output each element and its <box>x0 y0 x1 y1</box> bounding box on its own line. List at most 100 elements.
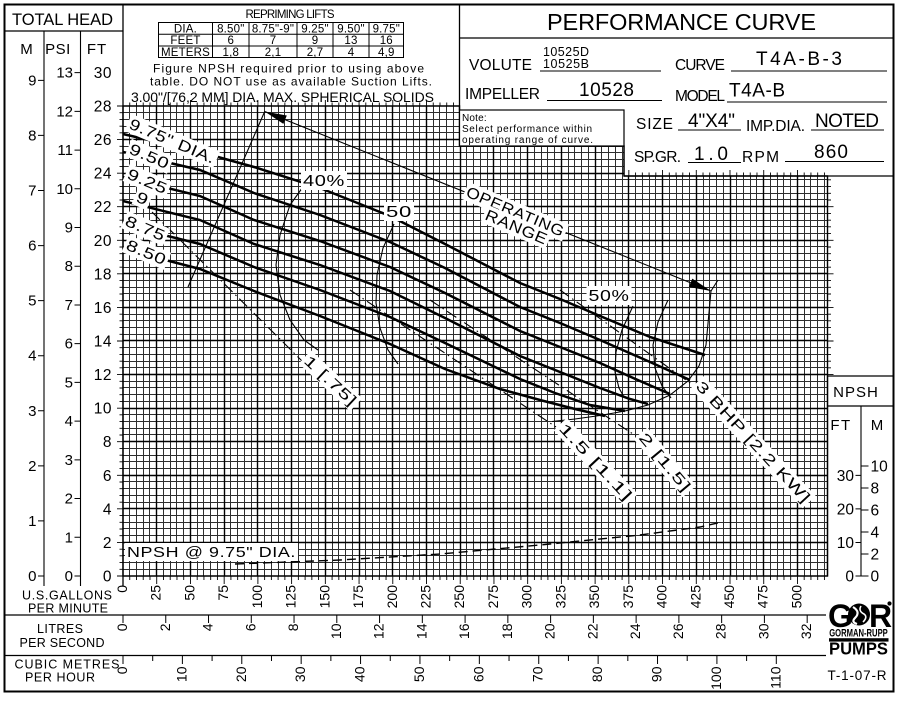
svg-text:18: 18 <box>94 266 112 283</box>
svg-text:8: 8 <box>103 434 112 451</box>
svg-text:operating range of curve.: operating range of curve. <box>462 135 593 146</box>
svg-text:4: 4 <box>348 47 355 59</box>
svg-text:40: 40 <box>352 666 368 682</box>
svg-text:MODEL: MODEL <box>675 88 725 105</box>
svg-text:METERS: METERS <box>161 47 210 59</box>
svg-text:6: 6 <box>28 238 36 255</box>
svg-text:10: 10 <box>837 535 855 552</box>
svg-text:PER HOUR: PER HOUR <box>25 671 95 685</box>
svg-text:10: 10 <box>94 401 112 418</box>
svg-text:50: 50 <box>411 666 427 682</box>
svg-text:U.S.GALLONS: U.S.GALLONS <box>22 589 112 603</box>
svg-text:RPM: RPM <box>742 149 779 166</box>
svg-text:R: R <box>869 598 892 634</box>
svg-text:VOLUTE: VOLUTE <box>469 57 532 74</box>
svg-text:NPSH: NPSH <box>833 384 879 401</box>
svg-text:500: 500 <box>789 585 805 609</box>
svg-text:GORMAN-RUPP: GORMAN-RUPP <box>829 628 888 640</box>
svg-text:125: 125 <box>283 585 299 609</box>
svg-text:16: 16 <box>380 35 393 47</box>
svg-text:425: 425 <box>687 585 703 609</box>
svg-text:1.0: 1.0 <box>694 144 728 165</box>
svg-text:1: 1 <box>65 529 73 546</box>
svg-text:NPSH @ 9.75" DIA.: NPSH @ 9.75" DIA. <box>127 544 296 561</box>
svg-text:4"X4": 4"X4" <box>688 111 735 132</box>
svg-text:2: 2 <box>65 491 73 508</box>
svg-text:10525B: 10525B <box>543 57 589 71</box>
svg-text:4: 4 <box>200 623 216 631</box>
svg-text:275: 275 <box>485 585 501 609</box>
svg-text:1,8: 1,8 <box>223 47 240 59</box>
svg-text:100: 100 <box>708 666 724 690</box>
svg-text:350: 350 <box>586 585 602 609</box>
svg-text:325: 325 <box>552 585 568 609</box>
svg-text:IMPELLER: IMPELLER <box>465 86 540 103</box>
svg-text:20: 20 <box>542 623 558 639</box>
svg-text:860: 860 <box>814 142 848 163</box>
svg-text:9.75": 9.75" <box>373 23 400 35</box>
svg-text:PER MINUTE: PER MINUTE <box>28 602 108 616</box>
svg-text:CUBIC METRES: CUBIC METRES <box>15 658 120 672</box>
svg-text:7: 7 <box>65 297 73 314</box>
svg-text:SP.GR.: SP.GR. <box>634 149 681 166</box>
svg-text:375: 375 <box>620 585 636 609</box>
svg-text:8.50": 8.50" <box>217 23 244 35</box>
svg-text:11: 11 <box>57 142 73 159</box>
svg-text:CURVE: CURVE <box>675 57 725 74</box>
svg-text:75: 75 <box>215 585 231 601</box>
svg-text:6: 6 <box>65 336 73 353</box>
svg-text:300: 300 <box>519 585 535 609</box>
svg-text:25: 25 <box>148 585 164 601</box>
svg-text:450: 450 <box>721 585 737 609</box>
svg-text:8.75"-9": 8.75"-9" <box>252 23 294 35</box>
svg-text:0: 0 <box>103 569 112 586</box>
svg-text:2: 2 <box>871 547 880 564</box>
svg-text:100: 100 <box>249 585 265 609</box>
svg-text:2: 2 <box>28 458 36 475</box>
svg-text:13: 13 <box>56 65 73 82</box>
svg-text:10: 10 <box>871 459 889 476</box>
svg-text:0: 0 <box>114 623 130 631</box>
svg-text:24: 24 <box>627 623 643 639</box>
svg-text:7: 7 <box>270 35 277 47</box>
svg-text:T-1-07-R: T-1-07-R <box>828 668 887 683</box>
svg-text:9: 9 <box>65 220 73 237</box>
svg-text:9.50": 9.50" <box>337 23 364 35</box>
svg-text:22: 22 <box>584 623 600 639</box>
svg-text:4,9: 4,9 <box>378 47 395 59</box>
svg-text:TOTAL HEAD: TOTAL HEAD <box>12 11 113 29</box>
svg-text:9: 9 <box>28 72 36 89</box>
svg-text:10: 10 <box>173 666 189 682</box>
svg-text:4: 4 <box>871 525 880 542</box>
svg-text:175: 175 <box>350 585 366 609</box>
svg-text:M: M <box>871 417 884 434</box>
svg-text:T4A-B: T4A-B <box>729 81 785 102</box>
svg-text:SIZE: SIZE <box>636 116 673 133</box>
svg-text:4: 4 <box>65 413 73 430</box>
svg-text:3: 3 <box>65 452 73 469</box>
svg-text:32: 32 <box>798 623 814 639</box>
svg-text:110: 110 <box>767 666 783 689</box>
svg-text:12: 12 <box>56 103 73 120</box>
svg-text:28: 28 <box>94 99 112 116</box>
svg-text:2: 2 <box>103 535 112 552</box>
svg-text:Note:: Note: <box>462 113 487 124</box>
svg-text:200: 200 <box>384 585 400 609</box>
svg-text:0: 0 <box>114 585 130 593</box>
svg-text:0: 0 <box>28 568 36 585</box>
svg-text:0: 0 <box>871 569 880 586</box>
svg-text:6: 6 <box>242 623 258 631</box>
svg-text:30: 30 <box>292 666 308 682</box>
svg-text:10528: 10528 <box>579 80 634 101</box>
svg-text:6: 6 <box>871 503 880 520</box>
svg-text:50: 50 <box>181 585 197 601</box>
svg-text:8: 8 <box>65 258 73 275</box>
svg-text:IMP.DIA.: IMP.DIA. <box>746 118 805 135</box>
svg-text:8: 8 <box>28 127 36 144</box>
svg-text:0: 0 <box>65 568 73 585</box>
svg-text:REPRIMING LIFTS: REPRIMING LIFTS <box>246 9 335 21</box>
svg-text:10: 10 <box>56 181 73 198</box>
svg-text:80: 80 <box>589 666 605 682</box>
svg-text:20: 20 <box>837 501 855 518</box>
svg-text:30: 30 <box>94 65 112 82</box>
